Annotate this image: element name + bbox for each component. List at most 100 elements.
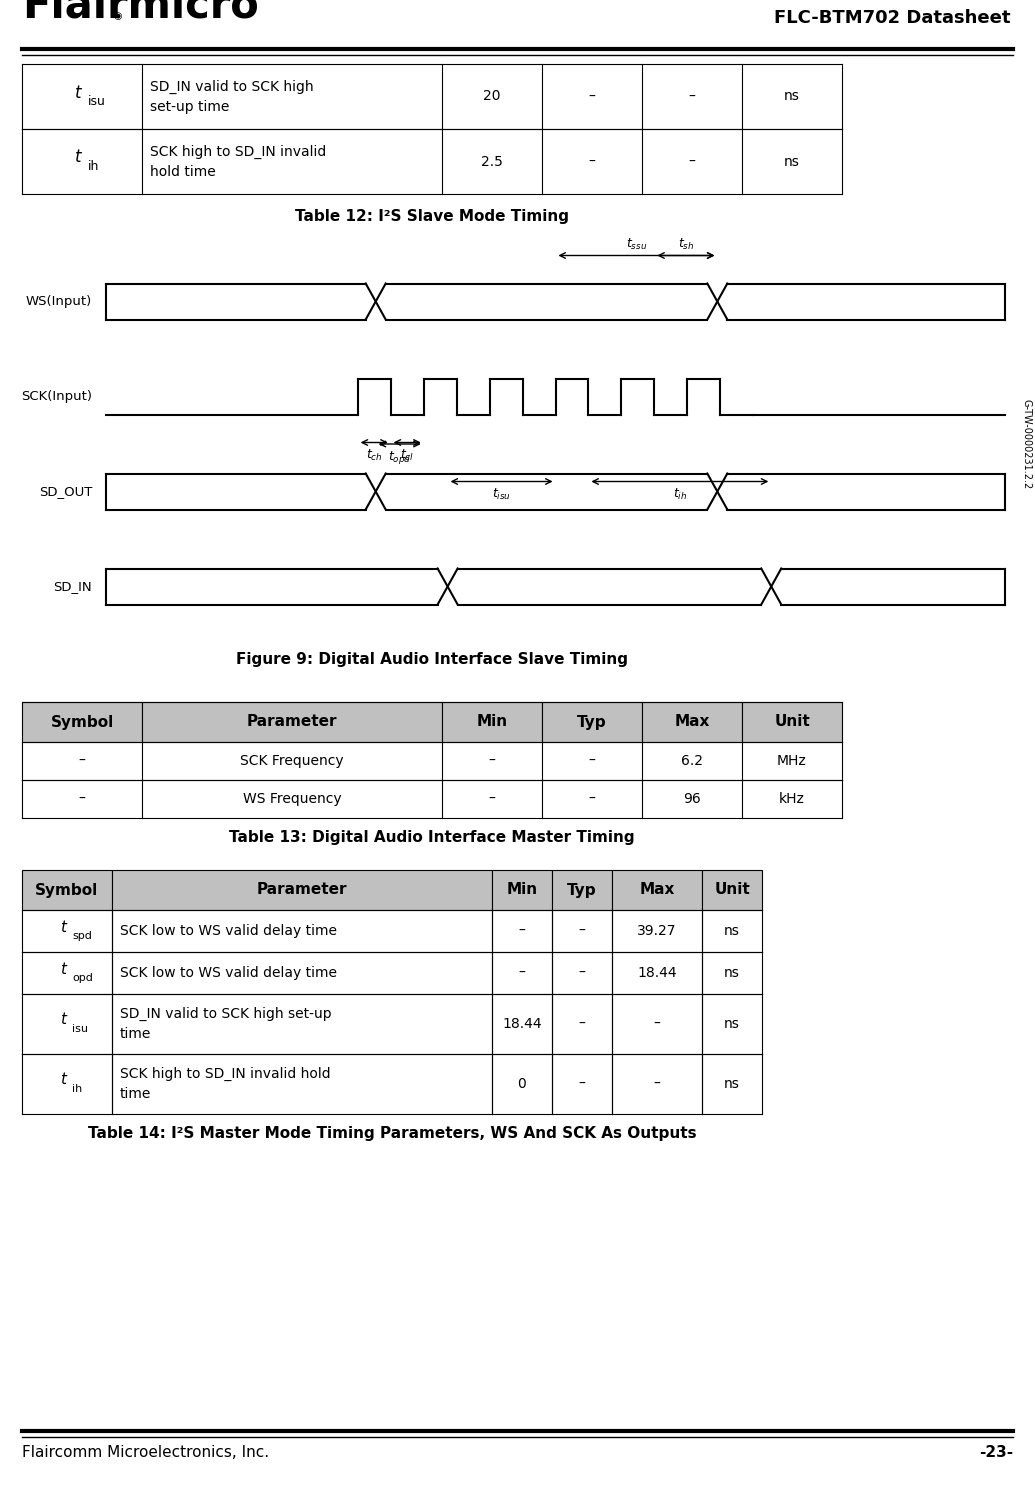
Text: –: –: [79, 792, 86, 806]
Text: –: –: [589, 89, 595, 104]
Text: SD_IN: SD_IN: [54, 581, 92, 593]
Text: SCK Frequency: SCK Frequency: [240, 753, 344, 768]
Text: –: –: [519, 966, 526, 980]
Text: –: –: [79, 753, 86, 768]
Text: –: –: [519, 925, 526, 938]
Text: Unit: Unit: [774, 715, 809, 730]
Text: t: t: [75, 83, 82, 101]
Text: Typ: Typ: [567, 883, 597, 898]
Text: 96: 96: [683, 792, 701, 806]
Text: Flairmicro: Flairmicro: [22, 0, 259, 27]
Text: SCK high to SD_IN invalid hold: SCK high to SD_IN invalid hold: [120, 1068, 330, 1081]
Text: $t_{opd}$: $t_{opd}$: [388, 450, 411, 466]
Text: –: –: [579, 1017, 586, 1030]
Text: Min: Min: [476, 715, 507, 730]
Text: isu: isu: [88, 95, 106, 109]
Text: SCK low to WS valid delay time: SCK low to WS valid delay time: [120, 966, 337, 980]
Bar: [142, 701, 442, 742]
Text: ns: ns: [724, 1017, 740, 1030]
Text: $t_{ih}$: $t_{ih}$: [673, 487, 687, 502]
Text: ih: ih: [72, 1084, 82, 1094]
Text: Symbol: Symbol: [35, 883, 98, 898]
Bar: [702, 870, 762, 910]
Text: ih: ih: [88, 159, 99, 173]
Text: –: –: [579, 1077, 586, 1091]
Text: $t_{isu}$: $t_{isu}$: [492, 487, 511, 502]
Text: isu: isu: [72, 1024, 88, 1033]
Text: ns: ns: [724, 966, 740, 980]
Text: –: –: [688, 155, 696, 168]
Text: Table 14: I²S Master Mode Timing Parameters, WS And SCK As Outputs: Table 14: I²S Master Mode Timing Paramet…: [88, 1126, 697, 1141]
Text: Flaircomm Microelectronics, Inc.: Flaircomm Microelectronics, Inc.: [22, 1444, 269, 1461]
Text: ns: ns: [724, 925, 740, 938]
Text: –: –: [653, 1077, 660, 1091]
Text: 18.44: 18.44: [638, 966, 677, 980]
Text: 18.44: 18.44: [502, 1017, 541, 1030]
Text: Table 12: I²S Slave Mode Timing: Table 12: I²S Slave Mode Timing: [295, 208, 569, 223]
Text: Unit: Unit: [714, 883, 750, 898]
Text: SCK low to WS valid delay time: SCK low to WS valid delay time: [120, 925, 337, 938]
Text: ◉: ◉: [114, 10, 122, 21]
Text: –: –: [653, 1017, 660, 1030]
Text: -23-: -23-: [979, 1444, 1013, 1461]
Text: –: –: [579, 966, 586, 980]
Text: WS(Input): WS(Input): [26, 295, 92, 308]
Text: Min: Min: [506, 883, 537, 898]
Text: FLC-BTM702 Datasheet: FLC-BTM702 Datasheet: [773, 9, 1010, 27]
Text: Table 13: Digital Audio Interface Master Timing: Table 13: Digital Audio Interface Master…: [229, 829, 634, 844]
Bar: [612, 870, 702, 910]
Text: 39.27: 39.27: [638, 925, 677, 938]
Text: $t_{sh}$: $t_{sh}$: [678, 237, 694, 252]
Text: t: t: [60, 1013, 66, 1027]
Bar: [552, 870, 612, 910]
Text: MHz: MHz: [777, 753, 807, 768]
Text: spd: spd: [72, 931, 92, 941]
Text: Parameter: Parameter: [246, 715, 337, 730]
Text: SD_IN valid to SCK high set-up: SD_IN valid to SCK high set-up: [120, 1007, 331, 1021]
Bar: [492, 870, 552, 910]
Text: SCK(Input): SCK(Input): [21, 390, 92, 404]
Text: ns: ns: [724, 1077, 740, 1091]
Text: Max: Max: [675, 715, 710, 730]
Text: $t_{ch}$: $t_{ch}$: [365, 448, 383, 463]
Text: Parameter: Parameter: [257, 883, 348, 898]
Text: 6.2: 6.2: [681, 753, 703, 768]
Text: WS Frequency: WS Frequency: [242, 792, 342, 806]
Text: –: –: [579, 925, 586, 938]
Text: Typ: Typ: [578, 715, 607, 730]
Text: opd: opd: [72, 972, 93, 983]
Text: –: –: [589, 792, 595, 806]
Text: –: –: [489, 753, 496, 768]
Text: –: –: [589, 753, 595, 768]
Bar: [112, 870, 492, 910]
Text: set-up time: set-up time: [150, 100, 230, 113]
Text: time: time: [120, 1027, 151, 1041]
Text: 0: 0: [518, 1077, 527, 1091]
Bar: [542, 701, 642, 742]
Text: hold time: hold time: [150, 164, 215, 179]
Text: 20: 20: [483, 89, 501, 104]
Text: Max: Max: [640, 883, 675, 898]
Text: 2.5: 2.5: [481, 155, 503, 168]
Text: SCK high to SD_IN invalid: SCK high to SD_IN invalid: [150, 144, 326, 158]
Text: SD_OUT: SD_OUT: [38, 485, 92, 497]
Text: SD_IN valid to SCK high: SD_IN valid to SCK high: [150, 79, 314, 94]
Text: ns: ns: [785, 89, 800, 104]
Text: kHz: kHz: [779, 792, 805, 806]
Bar: [442, 701, 542, 742]
Text: –: –: [688, 89, 696, 104]
Text: t: t: [60, 962, 66, 977]
Text: t: t: [60, 1072, 66, 1087]
Text: ns: ns: [785, 155, 800, 168]
Text: G-TW-0000231.2.2: G-TW-0000231.2.2: [1022, 399, 1032, 488]
Text: t: t: [75, 149, 82, 167]
Bar: [22, 701, 142, 742]
Text: Symbol: Symbol: [51, 715, 114, 730]
Bar: [742, 701, 842, 742]
Text: time: time: [120, 1087, 151, 1100]
Bar: [22, 870, 112, 910]
Text: –: –: [589, 155, 595, 168]
Text: –: –: [489, 792, 496, 806]
Bar: [642, 701, 742, 742]
Text: t: t: [60, 920, 66, 935]
